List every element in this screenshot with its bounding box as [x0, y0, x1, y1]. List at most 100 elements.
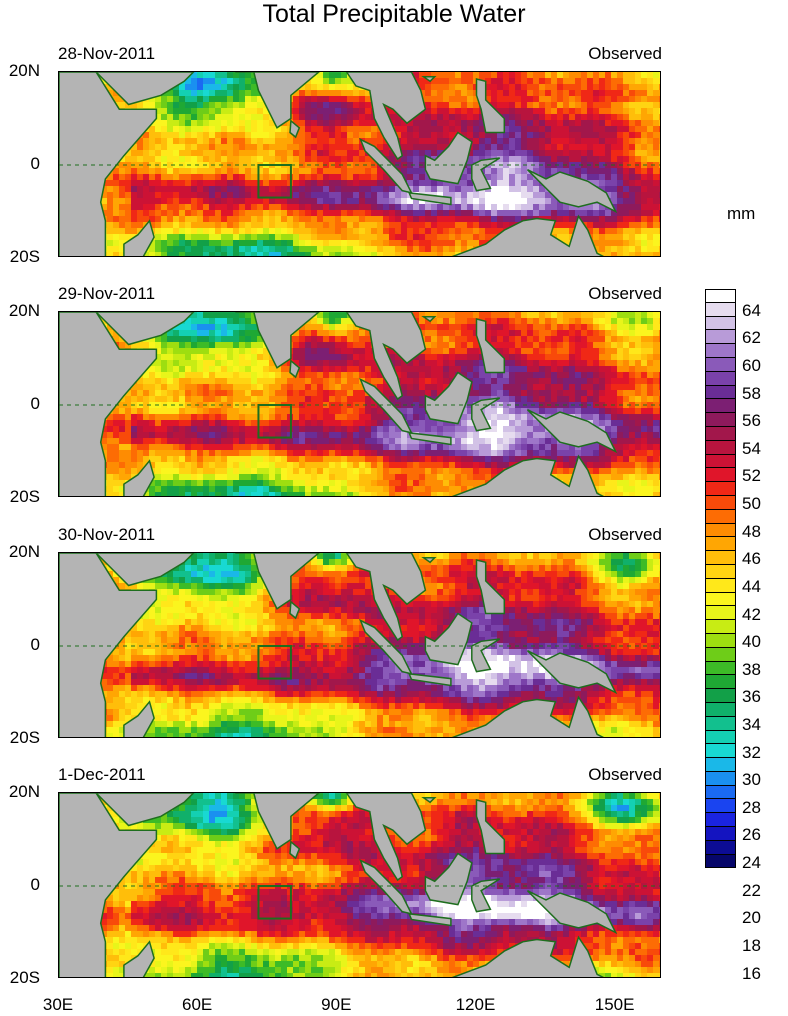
tpw-cell: [227, 186, 234, 193]
tpw-cell: [179, 342, 186, 349]
tpw-cell: [233, 360, 240, 367]
tpw-cell: [551, 372, 558, 379]
tpw-cell: [641, 246, 648, 253]
tpw-cell: [653, 162, 660, 169]
tpw-cell: [563, 102, 570, 109]
tpw-cell: [485, 324, 492, 331]
tpw-cell: [503, 72, 510, 79]
tpw-cell: [329, 240, 336, 247]
tpw-cell: [557, 228, 564, 235]
tpw-cell: [407, 204, 414, 211]
tpw-cell: [233, 366, 240, 373]
tpw-cell: [155, 408, 162, 415]
tpw-cell: [173, 354, 180, 361]
tpw-cell: [311, 132, 318, 139]
tpw-cell: [635, 246, 642, 253]
tpw-cell: [581, 366, 588, 373]
tpw-cell: [191, 102, 198, 109]
tpw-cell: [623, 222, 630, 229]
tpw-cell: [347, 114, 354, 121]
tpw-cell: [317, 402, 324, 409]
tpw-cell: [473, 198, 480, 205]
tpw-cell: [425, 336, 432, 343]
tpw-cell: [659, 414, 660, 421]
tpw-cell: [293, 390, 300, 397]
tpw-cell: [179, 186, 186, 193]
tpw-cell: [653, 354, 660, 361]
tpw-cell: [185, 198, 192, 205]
tpw-cell: [173, 90, 180, 97]
tpw-cell: [437, 126, 444, 133]
tpw-cell: [161, 234, 168, 241]
tpw-cell: [473, 372, 480, 379]
tpw-cell: [155, 378, 162, 385]
tpw-cell: [521, 198, 528, 205]
tpw-cell: [635, 138, 642, 145]
tpw-cell: [557, 234, 564, 241]
tpw-cell: [413, 402, 420, 409]
tpw-cell: [197, 324, 204, 331]
tpw-cell: [245, 318, 252, 325]
tpw-cell: [329, 72, 336, 79]
tpw-cell: [509, 144, 516, 151]
tpw-cell: [401, 204, 408, 211]
tpw-cell: [281, 156, 288, 163]
tpw-cell: [437, 108, 444, 115]
tpw-cell: [197, 186, 204, 193]
tpw-cell: [299, 108, 306, 115]
tpw-cell: [605, 156, 612, 163]
tpw-cell: [317, 384, 324, 391]
tpw-cell: [299, 228, 306, 235]
tpw-cell: [629, 180, 636, 187]
tpw-cell: [371, 210, 378, 217]
tpw-cell: [335, 210, 342, 217]
tpw-cell: [251, 414, 258, 421]
tpw-cell: [215, 402, 222, 409]
tpw-cell: [527, 330, 534, 337]
tpw-cell: [611, 144, 618, 151]
tpw-cell: [239, 84, 246, 91]
tpw-cell: [545, 90, 552, 97]
tpw-cell: [341, 336, 348, 343]
tpw-cell: [497, 342, 504, 349]
tpw-cell: [581, 210, 588, 217]
tpw-cell: [341, 216, 348, 223]
tpw-cell: [143, 216, 150, 223]
tpw-cell: [395, 222, 402, 229]
tpw-cell: [569, 354, 576, 361]
region-box: [257, 164, 292, 199]
tpw-cell: [347, 120, 354, 127]
tpw-cell: [227, 204, 234, 211]
tpw-cell: [227, 378, 234, 385]
tpw-cell: [473, 384, 480, 391]
tpw-cell: [173, 144, 180, 151]
tpw-cell: [611, 168, 618, 175]
tpw-cell: [521, 120, 528, 127]
tpw-cell: [581, 150, 588, 157]
tpw-cell: [107, 192, 114, 199]
tpw-cell: [335, 348, 342, 355]
tpw-cell: [347, 198, 354, 205]
tpw-cell: [173, 174, 180, 181]
tpw-cell: [515, 96, 522, 103]
tpw-cell: [635, 240, 642, 247]
tpw-cell: [191, 168, 198, 175]
tpw-cell: [485, 228, 492, 235]
tpw-cell: [659, 390, 660, 397]
tpw-cell: [239, 114, 246, 121]
tpw-cell: [419, 186, 426, 193]
tpw-cell: [203, 228, 210, 235]
tpw-cell: [467, 156, 474, 163]
tpw-cell: [539, 396, 546, 403]
tpw-cell: [155, 252, 162, 256]
tpw-cell: [197, 90, 204, 97]
tpw-cell: [293, 156, 300, 163]
tpw-cell: [557, 402, 564, 409]
tpw-cell: [263, 216, 270, 223]
tpw-cell: [275, 234, 282, 241]
tpw-cell: [305, 102, 312, 109]
tpw-cell: [587, 324, 594, 331]
tpw-cell: [419, 354, 426, 361]
tpw-cell: [287, 156, 294, 163]
tpw-cell: [209, 102, 216, 109]
